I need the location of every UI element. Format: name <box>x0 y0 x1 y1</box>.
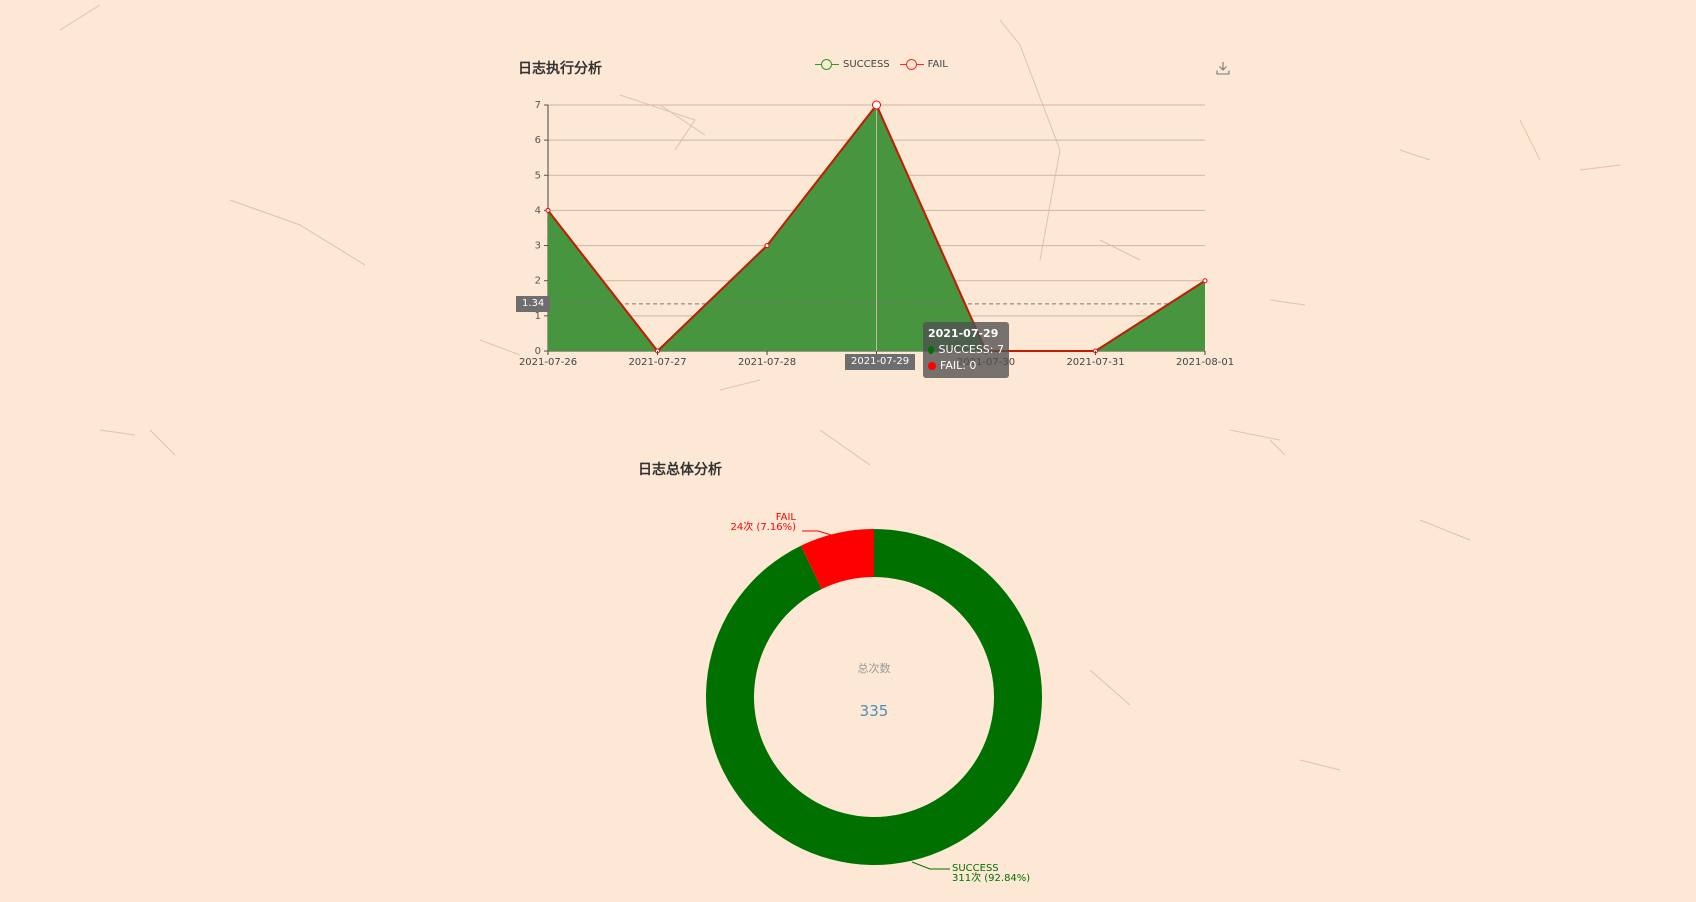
fail-label-detail: 24次 (7.16%) <box>731 520 797 533</box>
success-label-detail: 311次 (92.84%) <box>952 871 1030 884</box>
success-label-line <box>912 862 950 869</box>
donut-slice-success <box>706 529 1042 865</box>
donut-center-value: 335 <box>824 702 924 720</box>
donut-center-label: 总次数 <box>824 660 924 676</box>
